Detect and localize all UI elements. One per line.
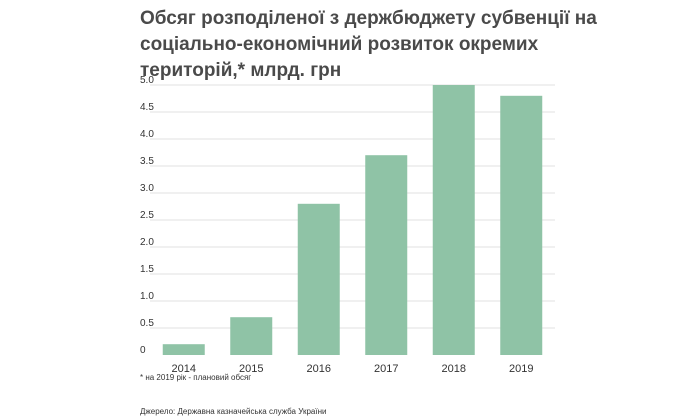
y-tick-label: 3.5 [140,156,154,167]
y-tick-label: 5.0 [140,75,154,86]
chart-title-line-1: Обсяг розподіленої з держбюджету субвенц… [140,8,597,29]
x-tick-label: 2017 [374,363,398,375]
bar-2019 [500,95,543,356]
x-tick-label: 2019 [509,363,533,375]
grid-layer [150,84,555,329]
bar-2015 [230,317,273,355]
y-tick-label: 3.0 [140,183,154,194]
y-tick-label: 1.5 [140,264,154,275]
x-tick-label: 2018 [442,363,466,375]
y-tick-label: 1.0 [140,291,154,302]
source-note: Джерело: Державна казначейська служба Ук… [140,407,327,416]
y-tick-label: 2.5 [140,210,154,221]
bar-2016 [297,203,340,355]
y-tick-label: 4.0 [140,129,154,140]
chart-title: Обсяг розподіленої з держбюджету субвенц… [140,6,597,84]
bar-2017 [365,155,408,355]
x-tick-label: 2014 [172,363,196,375]
footnote: * на 2019 рік - плановий обсяг [140,373,252,382]
x-tick-label: 2015 [239,363,263,375]
bar-2018 [432,85,475,355]
y-tick-label: 2.0 [140,237,154,248]
y-tick-label: 4.5 [140,102,154,113]
label-layer: 0 0.5 1.0 1.5 2.0 2.5 3.0 3.5 4.0 4.5 5.0 2014 2015 2… [140,75,533,375]
chart-title-line-2: соціально-економічний розвиток окремих [140,34,539,55]
chart-title-line-3: територій,* млрд. грн [140,60,342,81]
y-tick-label: 0 [140,345,146,356]
bar-2014 [162,344,205,355]
y-tick-label: 0.5 [140,318,154,329]
bar-layer [162,85,543,356]
x-tick-label: 2016 [307,363,331,375]
